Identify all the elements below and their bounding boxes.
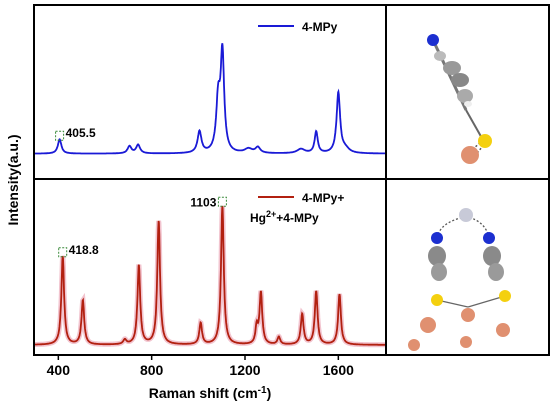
- legend-top: 4-MPy: [258, 20, 338, 34]
- peak-marker-2-2: [217, 196, 227, 207]
- legend-bottom-label-line1: 4-MPy+: [302, 191, 344, 205]
- x-tick-label-4: 1600: [323, 362, 354, 378]
- peak-label-1-1: 405.5: [66, 126, 96, 140]
- x-tick-label-2: 800: [140, 362, 164, 378]
- molecule-bottom-illustration: [408, 208, 511, 351]
- legend-top-label: 4-MPy: [302, 20, 338, 34]
- legend-bottom: 4-MPy+ Hg2++4-MPy: [250, 191, 344, 225]
- molecule-top-illustration: [427, 34, 492, 164]
- x-tick-label-1: 400: [47, 362, 71, 378]
- series-line-2: [35, 205, 385, 346]
- x-tick-label-3: 1200: [229, 362, 260, 378]
- series-line-1: [35, 43, 385, 155]
- spectra-layer: [35, 43, 385, 348]
- peak-label-2-1: 418.8: [69, 243, 99, 257]
- peak-label-2-2: 1103: [190, 195, 216, 209]
- series-glow-2: [35, 205, 385, 348]
- y-axis-label: Intensity(a.u.): [5, 134, 21, 225]
- frame-molecule-bottom: [385, 178, 550, 356]
- x-axis: 400 800 1200 1600: [47, 355, 354, 378]
- peak-marker-1-1: [55, 130, 65, 141]
- annotation-layer: 405.5 418.8 1103: [55, 126, 227, 258]
- legend-bottom-label-line2: Hg2++4-MPy: [250, 209, 319, 225]
- peak-marker-2-1: [58, 247, 68, 258]
- x-axis-label: Raman shift (cm-1): [149, 385, 272, 401]
